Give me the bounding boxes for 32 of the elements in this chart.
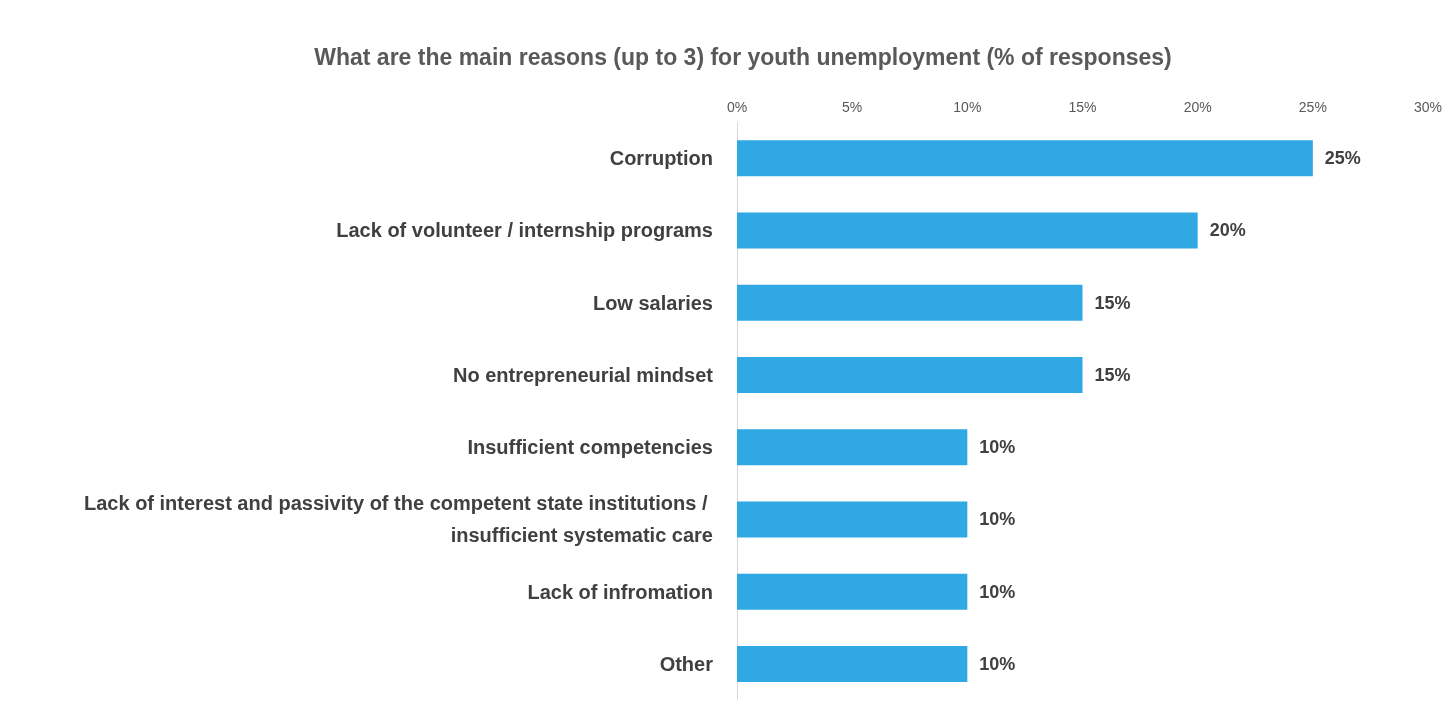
bar	[737, 645, 968, 682]
x-tick-label: 25%	[1298, 99, 1327, 115]
x-tick-label: 20%	[1183, 99, 1212, 115]
x-tick-label: 10%	[953, 99, 982, 115]
data-label: 20%	[1209, 220, 1246, 241]
x-tick-label: 0%	[726, 99, 748, 115]
data-label: 15%	[1094, 364, 1131, 385]
bar	[737, 356, 1083, 393]
data-label: 10%	[979, 437, 1016, 458]
x-tick-label: 30%	[1413, 99, 1443, 115]
bar	[737, 573, 968, 610]
data-label: 10%	[979, 509, 1016, 530]
y-tick-label: No entrepreneurial mindset	[452, 363, 714, 386]
y-tick-label: Lack of volunteer / internship programs	[336, 219, 713, 242]
y-tick-label: Low salaries	[592, 291, 713, 314]
x-tick-label: 5%	[842, 99, 863, 115]
y-tick-label: Corruption	[609, 147, 713, 170]
chart-title: What are the main reasons (up to 3) for youth unemployment (% of responses)	[314, 43, 1172, 70]
data-label: 10%	[979, 653, 1016, 674]
y-tick-label: Lack of interest and passivity of the competent state institutions / insufficient systematic care	[83, 492, 713, 547]
y-tick-label: Lack of infromation	[527, 580, 713, 603]
bar	[737, 140, 1313, 177]
y-tick-label: Insufficient competencies	[467, 436, 713, 459]
bar	[737, 212, 1198, 249]
x-tick-label: 15%	[1068, 99, 1097, 115]
bar	[737, 429, 968, 466]
bar	[737, 284, 1083, 321]
data-label: 25%	[1324, 148, 1361, 169]
bar	[737, 501, 968, 538]
y-tick-label: Other	[659, 652, 714, 675]
data-label: 10%	[979, 581, 1016, 602]
data-label: 15%	[1094, 292, 1131, 313]
